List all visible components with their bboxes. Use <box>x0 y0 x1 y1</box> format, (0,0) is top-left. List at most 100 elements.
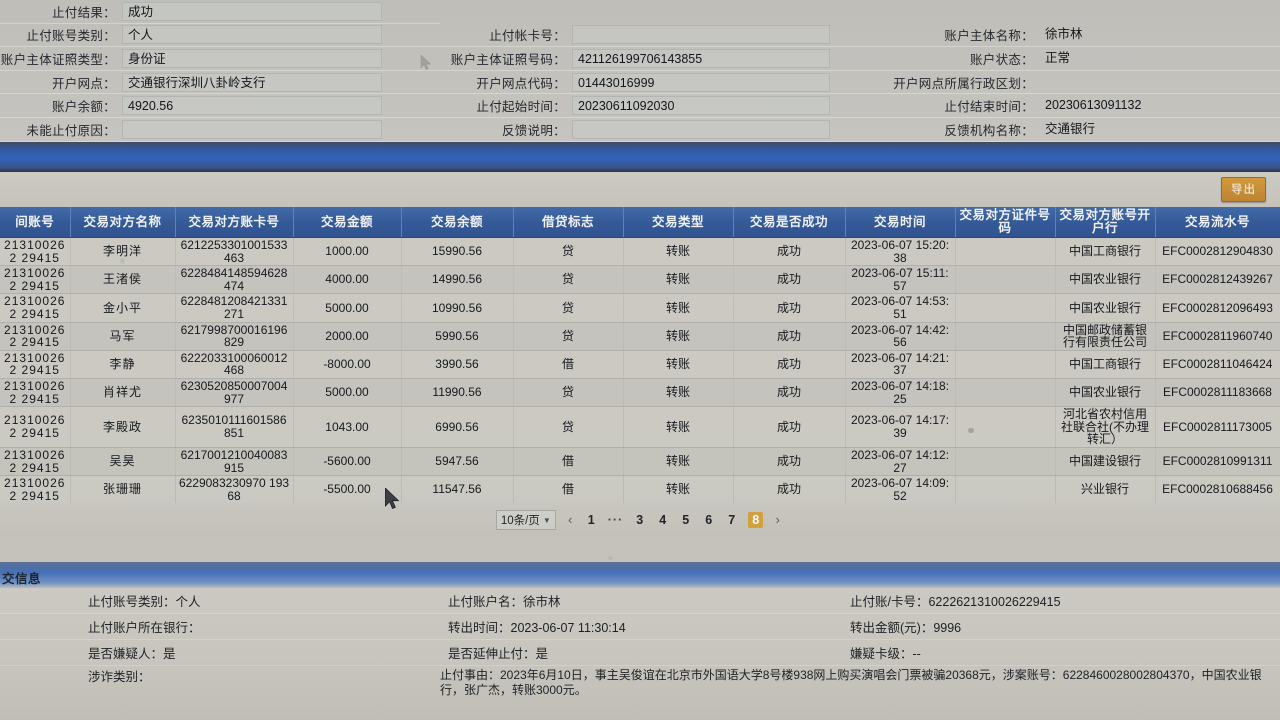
column-header-counterparty-card[interactable]: 交易对方账卡号 <box>175 207 294 238</box>
table-row[interactable]: 213100262 29415 王渚侯 6228484148594628474 400… <box>0 265 1280 295</box>
table-row[interactable]: 213100262 29415 金小平 6228481208421331271 500… <box>0 293 1280 323</box>
pagination-page-7[interactable]: 7 <box>728 513 736 527</box>
field-id-number: 账户主体证照号码： 421126199706143855 <box>440 47 870 71</box>
cell-amount: 4000.00 <box>293 265 402 295</box>
cell-debit-credit: 贷 <box>513 378 624 408</box>
cell-counterparty-bank: 中国工商银行 <box>1055 350 1156 379</box>
cell-counterparty-bank: 河北省农村信用社联合社(不办理转汇） <box>1055 406 1156 448</box>
detail-account-name: 止付账户名：徐市林 <box>448 595 561 609</box>
field-value[interactable]: 421126199706143855 <box>572 48 830 68</box>
partial-bottom-text <box>18 702 21 716</box>
column-header-serial[interactable]: 交易流水号 <box>1155 207 1280 238</box>
column-header-success[interactable]: 交易是否成功 <box>733 207 846 238</box>
cell-counterparty-id <box>955 350 1056 379</box>
column-header-debit-credit[interactable]: 借贷标志 <box>513 207 624 238</box>
cell-time: 2023-06-07 15:20:38 <box>845 237 956 267</box>
column-header-time[interactable]: 交易时间 <box>845 207 956 238</box>
cell-counterparty-id <box>955 265 1056 295</box>
field-account-holder-name: 账户主体名称： 徐市林 <box>870 24 1280 48</box>
pagination-page-6[interactable]: 6 <box>705 513 713 527</box>
cell-amount: -8000.00 <box>293 350 402 379</box>
column-header-amount[interactable]: 交易金额 <box>293 207 402 238</box>
cell-balance: 5947.56 <box>401 447 514 477</box>
cell-counterparty-name: 李静 <box>70 350 176 379</box>
cell-time: 2023-06-07 15:11:57 <box>845 265 956 295</box>
field-value[interactable]: 01443016999 <box>572 72 830 92</box>
table-row[interactable]: 213100262 29415 张珊珊 6229083230970 19368 -55… <box>0 475 1280 505</box>
table-row[interactable]: 213100262 29415 肖祥尤 6230520850007004977 500… <box>0 378 1280 408</box>
cell-account: 213100262 29415 <box>0 406 71 448</box>
form-column-middle: 止付帐卡号： 账户主体证照号码： 421126199706143855 开户网点… <box>440 0 870 142</box>
cell-type: 转账 <box>623 265 734 295</box>
field-value[interactable]: 20230611092030 <box>572 96 830 116</box>
cell-time: 2023-06-07 14:12:27 <box>845 447 956 477</box>
pagination-next-button[interactable]: › <box>775 513 780 527</box>
field-value[interactable] <box>122 119 382 139</box>
column-header-counterparty-name[interactable]: 交易对方名称 <box>70 207 176 238</box>
pagination-page-list: 1 ··· 3 4 5 6 7 8 <box>585 512 764 528</box>
field-spacer <box>870 0 1280 24</box>
table-row[interactable]: 213100262 29415 马军 6217998700016196829 2000… <box>0 322 1280 351</box>
field-value[interactable]: 交通银行深圳八卦岭支行 <box>122 72 382 92</box>
detail-row-reason: 涉诈类别： 止付事由：2023年6月10日，事主吴俊谊在北京市外国语大学8号楼9… <box>0 666 1280 710</box>
field-value[interactable]: 身份证 <box>122 48 382 68</box>
field-label: 未能止付原因： <box>26 123 116 138</box>
field-value[interactable] <box>572 119 830 139</box>
detail-is-suspect: 是否嫌疑人：是 <box>88 647 176 661</box>
cell-counterparty-name: 马军 <box>70 322 176 351</box>
cell-serial: EFC0002811183668 <box>1155 378 1280 408</box>
cell-account: 213100262 29415 <box>0 447 71 477</box>
cell-counterparty-id <box>955 293 1056 323</box>
table-row[interactable]: 213100262 29415 吴昊 6217001210040083915 -560… <box>0 447 1280 477</box>
cell-counterparty-id <box>955 322 1056 351</box>
form-column-left: 止付结果： 成功 止付账号类别： 个人 账户主体证照类型： 身份证 开户网点： … <box>0 0 440 142</box>
field-label: 止付结束时间： <box>944 100 1034 115</box>
cursor-arrow-icon <box>420 55 432 70</box>
screen-speck <box>608 556 613 560</box>
table-body: 213100262 29415 李明洋 6212253301001533463 100… <box>0 237 1280 533</box>
column-header-account[interactable]: 间账号 <box>0 207 71 238</box>
export-button[interactable]: 导出 <box>1221 177 1266 202</box>
field-value[interactable]: 个人 <box>122 25 382 45</box>
field-value[interactable] <box>572 25 830 45</box>
pagination-page-1[interactable]: 1 <box>587 513 595 527</box>
pagination-page-4[interactable]: 4 <box>659 513 667 527</box>
transaction-table: 间账号 交易对方名称 交易对方账卡号 交易金额 交易余额 借贷标志 交易类型 交… <box>0 207 1280 533</box>
cell-balance: 6990.56 <box>401 406 514 448</box>
cell-serial: EFC0002810688456 <box>1155 475 1280 505</box>
field-label: 止付帐卡号： <box>489 29 566 44</box>
column-header-counterparty-id[interactable]: 交易对方证件号码 <box>955 207 1056 238</box>
table-row[interactable]: 213100262 29415 李殿政 6235010111601586851 104… <box>0 406 1280 448</box>
field-value[interactable]: 成功 <box>122 1 382 21</box>
form-column-right: 账户主体名称： 徐市林 账户状态： 正常 开户网点所属行政区划： 止付结束时间：… <box>870 0 1280 142</box>
page-size-selector[interactable]: 10条/页 ▼ <box>495 510 556 530</box>
cell-success: 成功 <box>733 350 846 379</box>
column-header-counterparty-bank[interactable]: 交易对方账号开户行 <box>1055 207 1156 238</box>
cell-amount: 1000.00 <box>293 237 402 267</box>
column-header-balance[interactable]: 交易余额 <box>401 207 514 238</box>
table-row[interactable]: 213100262 29415 李明洋 6212253301001533463 100… <box>0 237 1280 267</box>
pagination-prev-button[interactable]: ‹ <box>568 513 573 527</box>
cell-type: 转账 <box>623 447 734 477</box>
cell-counterparty-id <box>955 378 1056 408</box>
cell-serial: EFC0002811046424 <box>1155 350 1280 379</box>
cell-counterparty-id <box>955 237 1056 267</box>
field-label: 开户网点： <box>51 76 116 91</box>
cell-counterparty-card: 6235010111601586851 <box>175 406 294 448</box>
table-row[interactable]: 213100262 29415 李静 6222033100060012468 -800… <box>0 350 1280 379</box>
cell-time: 2023-06-07 14:09:52 <box>845 475 956 505</box>
transaction-table-container[interactable]: 间账号 交易对方名称 交易对方账卡号 交易金额 交易余额 借贷标志 交易类型 交… <box>0 207 1280 533</box>
pagination-page-5[interactable]: 5 <box>682 513 690 527</box>
pagination-page-3[interactable]: 3 <box>636 513 644 527</box>
column-header-type[interactable]: 交易类型 <box>623 207 734 238</box>
cell-balance: 14990.56 <box>401 265 514 295</box>
cell-success: 成功 <box>733 322 846 351</box>
cell-type: 转账 <box>623 350 734 379</box>
field-branch-region: 开户网点所属行政区划： <box>870 71 1280 95</box>
field-label: 开户网点代码： <box>476 76 566 91</box>
field-value[interactable]: 4920.56 <box>122 96 382 116</box>
cell-amount: -5500.00 <box>293 475 402 505</box>
pagination-page-8[interactable]: 8 <box>748 512 764 528</box>
cell-amount: 5000.00 <box>293 293 402 323</box>
table-header: 间账号 交易对方名称 交易对方账卡号 交易金额 交易余额 借贷标志 交易类型 交… <box>0 207 1280 238</box>
